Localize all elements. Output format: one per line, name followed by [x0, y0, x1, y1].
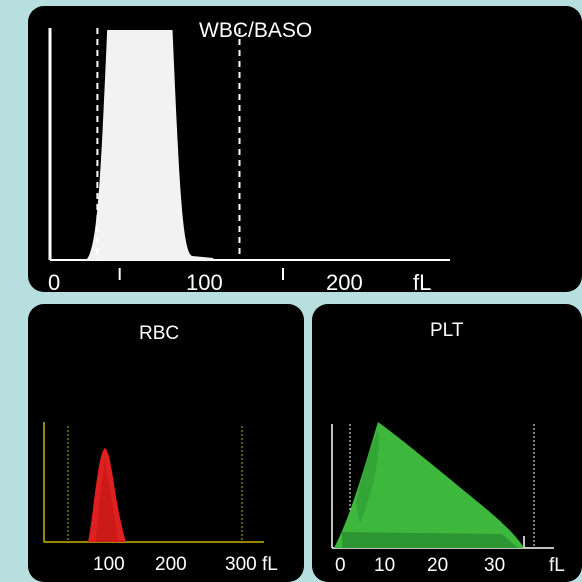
- plt-tick-label-20: 20: [427, 555, 449, 576]
- plt-histogram: [331, 422, 554, 549]
- wbc-baso-histogram: [48, 28, 450, 280]
- rbc-histogram: [43, 422, 264, 543]
- wbc-tick-label-200: 200: [326, 270, 363, 293]
- rbc-unit-label: fL: [262, 554, 278, 575]
- wbc-distribution-curve: [85, 30, 214, 260]
- rbc-tick-label-100: 100: [93, 554, 125, 575]
- plt-curve-highlight: [356, 430, 379, 524]
- plt-distribution-curve: [334, 422, 524, 548]
- plt-tick-label-0: 0: [335, 555, 346, 576]
- wbc-baso-histogram-panel: WBC/BASO 0 100 200 fL: [28, 6, 582, 292]
- plt-tick-label-10: 10: [374, 555, 396, 576]
- wbc-unit-label: fL: [413, 270, 432, 293]
- plt-histogram-panel: PLT 0 10 20 30 fL: [312, 304, 582, 582]
- rbc-tick-label-200: 200: [155, 554, 187, 575]
- plt-title: PLT: [430, 320, 464, 341]
- rbc-histogram-panel: RBC 100 200 300 fL: [28, 304, 304, 582]
- rbc-curve-shading: [96, 456, 118, 542]
- plt-tick-label-30: 30: [484, 555, 506, 576]
- rbc-title: RBC: [139, 323, 180, 344]
- wbc-tick-label-0: 0: [48, 270, 61, 293]
- plt-curve-shading: [342, 532, 518, 548]
- wbc-tick-label-100: 100: [186, 270, 223, 293]
- rbc-tick-label-300: 300: [225, 554, 257, 575]
- wbc-baso-title: WBC/BASO: [199, 19, 313, 42]
- plt-unit-label: fL: [549, 555, 565, 576]
